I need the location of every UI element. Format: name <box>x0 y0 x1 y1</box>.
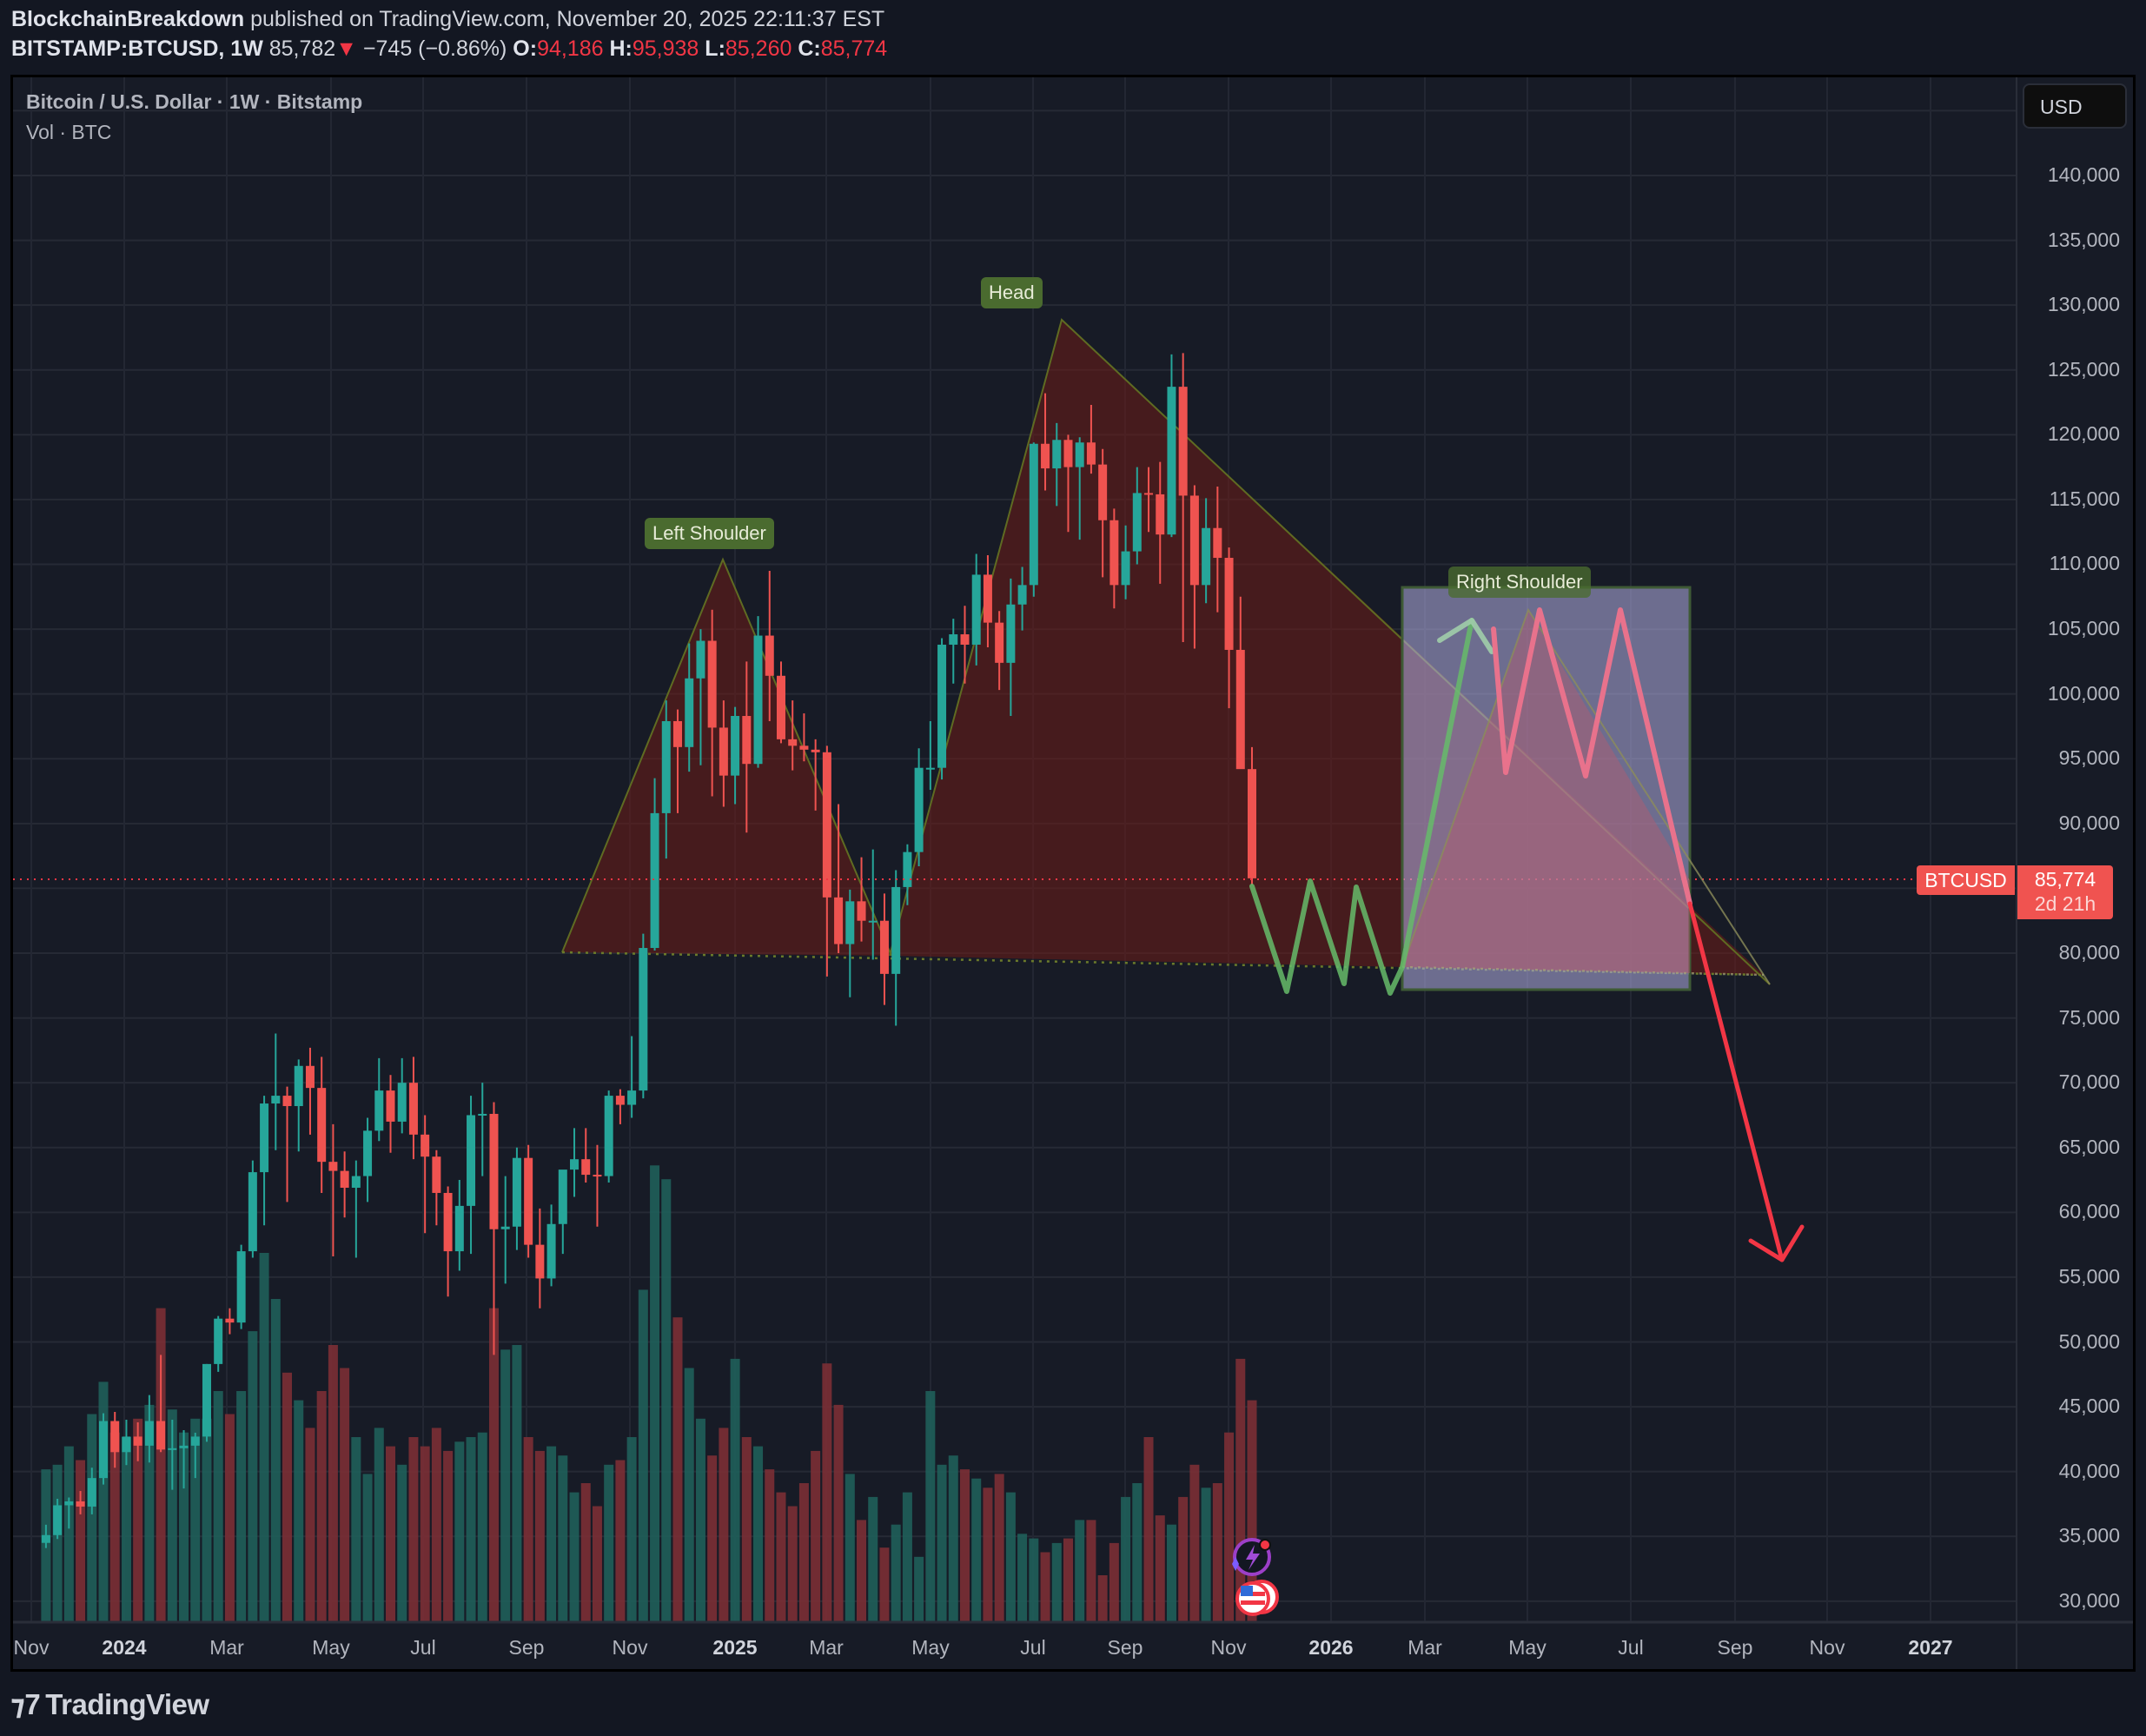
currency-button[interactable]: USD <box>2023 83 2127 129</box>
time-tick-label: Nov <box>1210 1636 1247 1659</box>
high-label: H: <box>609 36 633 61</box>
tradingview-wordmark: TradingView <box>45 1688 209 1720</box>
low-label: L: <box>705 36 725 61</box>
price-tick-label: 140,000 <box>2047 162 2120 186</box>
low-value: 85,260 <box>725 36 792 61</box>
left-shoulder-label[interactable]: Left Shoulder <box>645 518 774 549</box>
time-tick-label: May <box>312 1636 350 1659</box>
time-tick-label: Jul <box>1020 1636 1046 1659</box>
time-tick-label: Mar <box>1407 1636 1442 1659</box>
price-tick-label: 65,000 <box>2058 1135 2120 1158</box>
time-tick-label: 2026 <box>1308 1636 1354 1659</box>
price-tick-label: 125,000 <box>2047 357 2120 381</box>
bar-countdown: 2d 21h <box>2034 892 2096 915</box>
price-tick-label: 90,000 <box>2058 811 2120 834</box>
right-shoulder-label[interactable]: Right Shoulder <box>1448 567 1591 598</box>
time-tick-label: 2024 <box>102 1636 147 1659</box>
price-tick-label: 30,000 <box>2058 1588 2120 1612</box>
open-value: 94,186 <box>537 36 604 61</box>
price-tick-label: 45,000 <box>2058 1395 2120 1418</box>
us-flag-event-icon <box>1235 1580 1279 1616</box>
price-tick-label: 40,000 <box>2058 1459 2120 1482</box>
time-tick-label: 2025 <box>712 1636 758 1659</box>
time-tick-label: Jul <box>410 1636 436 1659</box>
lightning-event-icon <box>1232 1538 1271 1576</box>
time-tick-label: Nov <box>612 1636 648 1659</box>
author-name[interactable]: BlockchainBreakdown <box>11 7 245 31</box>
time-tick-label: May <box>1508 1636 1547 1659</box>
time-tick-label: Mar <box>809 1636 844 1659</box>
candlesticks <box>41 353 1256 1548</box>
symbol-price-tag: BTCUSD <box>1917 865 2015 895</box>
price-tick-label: 100,000 <box>2047 681 2120 705</box>
symbol-info: BITSTAMP:BTCUSD, 1W 85,782▼ −745 (−0.86%… <box>11 36 887 62</box>
price-tick-label: 120,000 <box>2047 422 2120 446</box>
event-icons[interactable] <box>1223 1529 1293 1642</box>
time-tick-label: Sep <box>1107 1636 1143 1659</box>
high-value: 95,938 <box>632 36 699 61</box>
price-tick-label: 55,000 <box>2058 1264 2120 1288</box>
symbol-name: BITSTAMP:BTCUSD, 1W <box>11 36 263 61</box>
time-tick-label: Jul <box>1618 1636 1644 1659</box>
close-value: 85,774 <box>820 36 888 61</box>
price-tick-label: 115,000 <box>2049 487 2120 510</box>
price-tick-label: 75,000 <box>2058 1005 2120 1029</box>
price-tick-label: 95,000 <box>2058 746 2120 770</box>
price-tick-label: 50,000 <box>2058 1329 2120 1353</box>
price-change: −745 (−0.86%) <box>362 36 507 61</box>
open-label: O: <box>513 36 538 61</box>
price-tick-label: 105,000 <box>2047 617 2120 640</box>
last-price-tag: 85,774 2d 21h <box>2017 865 2113 919</box>
time-tick-label: Sep <box>508 1636 545 1659</box>
close-label: C: <box>798 36 821 61</box>
price-tick-label: 130,000 <box>2047 293 2120 316</box>
volume-legend[interactable]: Vol · BTC <box>26 121 112 143</box>
price-tick-label: 35,000 <box>2058 1524 2120 1547</box>
chart-legend-title[interactable]: Bitcoin / U.S. Dollar · 1W · Bitstamp <box>26 90 363 113</box>
publish-info: BlockchainBreakdown published on Trading… <box>11 7 884 32</box>
price-tick-label: 110,000 <box>2049 552 2120 575</box>
last-price: 85,782 <box>268 36 336 61</box>
price-tick-label: 70,000 <box>2058 1070 2120 1094</box>
projection-paths <box>13 586 1917 1262</box>
time-tick-label: Sep <box>1717 1636 1753 1659</box>
price-tick-label: 60,000 <box>2058 1200 2120 1223</box>
tradingview-mark-icon: ⁊7 <box>10 1688 41 1720</box>
time-tick-label: Nov <box>13 1636 50 1659</box>
price-tick-label: 80,000 <box>2058 941 2120 964</box>
down-arrow-icon: ▼ <box>335 36 357 61</box>
volume-bars <box>41 1165 1257 1621</box>
last-price-value: 85,774 <box>2034 868 2096 891</box>
published-text: published on TradingView.com, November 2… <box>250 7 885 31</box>
price-tick-label: 135,000 <box>2047 228 2120 251</box>
tradingview-logo[interactable]: ⁊7 TradingView <box>10 1687 209 1721</box>
time-tick-label: Mar <box>209 1636 244 1659</box>
time-tick-label: Nov <box>1809 1636 1845 1659</box>
head-label[interactable]: Head <box>981 277 1043 308</box>
time-tick-label: May <box>911 1636 950 1659</box>
axes-separators <box>13 77 2133 1669</box>
time-tick-label: 2027 <box>1908 1636 1953 1659</box>
